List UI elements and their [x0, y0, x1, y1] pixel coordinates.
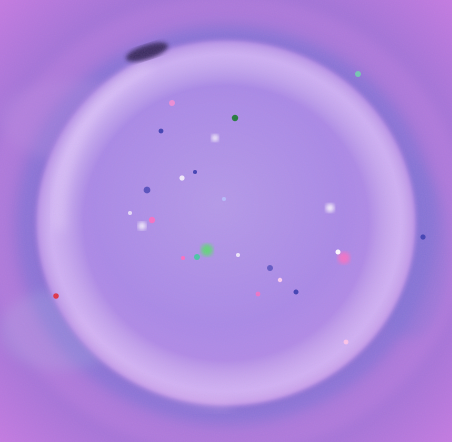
- grain-texture: [0, 0, 452, 442]
- photo-canvas: [0, 0, 452, 442]
- photo-scene: [0, 0, 452, 442]
